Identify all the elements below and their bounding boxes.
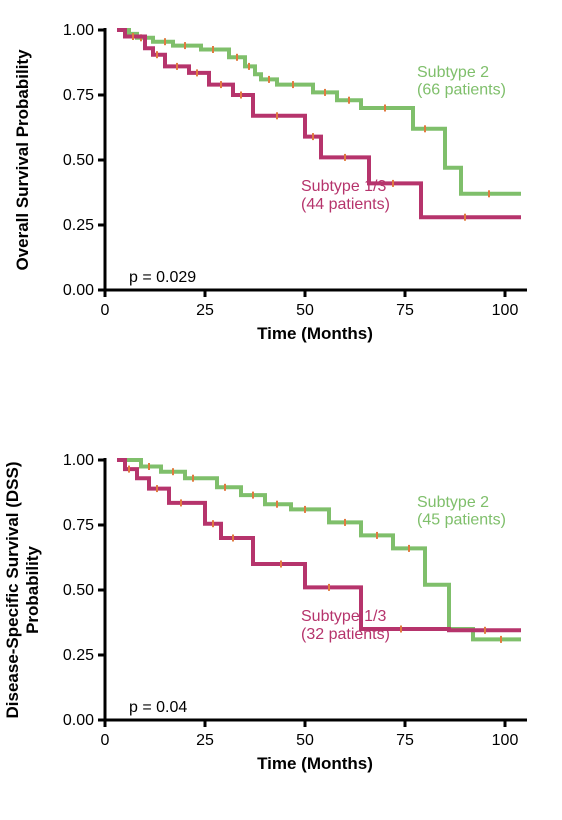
y-tick-label: 0.50 [63,582,94,599]
x-tick-label: 100 [492,302,519,319]
x-axis-label: Time (Months) [257,324,373,343]
x-tick-label: 50 [296,732,314,749]
y-tick-label: 0.75 [63,87,94,104]
x-tick-label: 25 [196,302,214,319]
y-tick-label: 0.50 [63,152,94,169]
x-tick-label: 100 [492,732,519,749]
y-axis-label: Overall Survival Probability [13,49,32,271]
series-label-subtype-2: Subtype 2(66 patients) [417,64,506,99]
x-tick-label: 75 [396,732,414,749]
y-tick-label: 0.75 [63,517,94,534]
km-curve-subtype-2 [117,30,521,194]
y-tick-label: 1.00 [63,22,94,39]
overall-survival-panel: 0.00 0.25 0.50 0.75 1.00 0 25 50 75 100 Time (Mont… [0,10,562,370]
x-tick-label: 25 [196,732,214,749]
y-axis-label: Disease-Specific Survival (DSS)Probabili… [3,461,42,718]
x-tick-label: 75 [396,302,414,319]
dss-panel: 0.00 0.25 0.50 0.75 1.00 0 25 50 75 100 Time (Mont… [0,430,562,810]
y-tick-label: 0.00 [63,712,94,729]
series-label-subtype-1-3: Subtype 1/3(32 patients) [301,608,390,643]
km-curve-subtype-1-3 [117,460,521,630]
series-label-subtype-1-3: Subtype 1/3(44 patients) [301,178,390,213]
overall_survival-chart: 0.00 0.25 0.50 0.75 1.00 0 25 50 75 100 Time (Mont… [0,10,562,370]
y-tick-label: 0.25 [63,217,94,234]
x-tick-label: 0 [101,302,110,319]
dss-chart: 0.00 0.25 0.50 0.75 1.00 0 25 50 75 100 Time (Mont… [0,430,562,810]
y-tick-label: 1.00 [63,452,94,469]
p-value-label: p = 0.04 [129,699,187,716]
page: 0.00 0.25 0.50 0.75 1.00 0 25 50 75 100 Time (Mont… [0,0,562,820]
y-tick-label: 0.25 [63,647,94,664]
x-tick-label: 50 [296,302,314,319]
x-axis-label: Time (Months) [257,754,373,773]
x-tick-label: 0 [101,732,110,749]
p-value-label: p = 0.029 [129,269,196,286]
series-label-subtype-2: Subtype 2(45 patients) [417,494,506,529]
y-tick-label: 0.00 [63,282,94,299]
